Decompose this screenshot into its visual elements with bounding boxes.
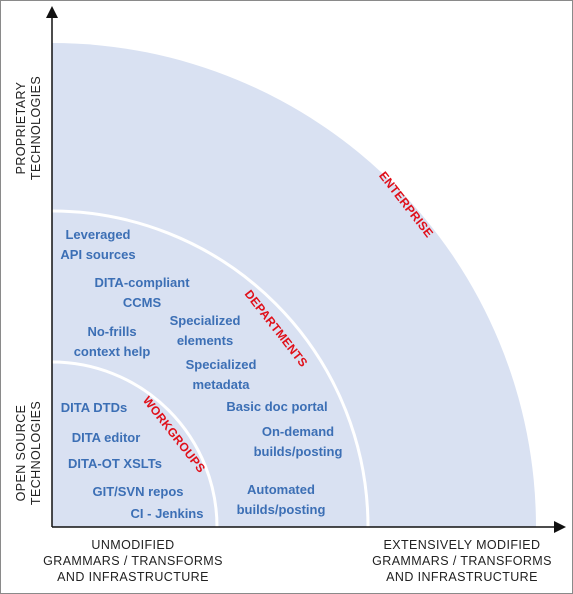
svg-text:CCMS: CCMS xyxy=(123,295,162,310)
enterprise-zone xyxy=(52,43,536,527)
item-ondemand-builds: On-demand builds/posting xyxy=(254,424,343,459)
x-axis-label-left: UNMODIFIED GRAMMARS / TRANSFORMS AND INF… xyxy=(43,538,223,584)
svg-text:API sources: API sources xyxy=(60,247,135,262)
svg-text:Automated: Automated xyxy=(247,482,315,497)
svg-text:Leveraged: Leveraged xyxy=(65,227,130,242)
x-left-line-1: UNMODIFIED xyxy=(91,538,174,552)
y-top-line-2: TECHNOLOGIES xyxy=(29,76,43,180)
svg-text:builds/posting: builds/posting xyxy=(237,502,326,517)
item-ci-jenkins: CI - Jenkins xyxy=(131,506,204,521)
item-automated-builds: Automated builds/posting xyxy=(237,482,326,517)
x-axis-label-right: EXTENSIVELY MODIFIED GRAMMARS / TRANSFOR… xyxy=(372,538,552,584)
y-top-line-1: PROPRIETARY xyxy=(14,81,28,174)
workgroups-ring-line xyxy=(51,360,219,528)
x-right-line-3: AND INFRASTRUCTURE xyxy=(386,570,538,584)
svg-text:Specialized: Specialized xyxy=(170,313,241,328)
item-nofrills-help: No-frills context help xyxy=(74,324,151,359)
item-dita-dtds: DITA DTDs xyxy=(61,400,127,415)
item-dita-editor: DITA editor xyxy=(72,430,141,445)
svg-text:No-frills: No-frills xyxy=(87,324,136,339)
x-left-line-3: AND INFRASTRUCTURE xyxy=(57,570,209,584)
y-bottom-line-2: TECHNOLOGIES xyxy=(29,401,43,505)
svg-text:builds/posting: builds/posting xyxy=(254,444,343,459)
x-right-line-2: GRAMMARS / TRANSFORMS xyxy=(372,554,552,568)
svg-text:Basic doc portal: Basic doc portal xyxy=(226,399,327,414)
y-axis-label-top: PROPRIETARY TECHNOLOGIES xyxy=(14,76,43,180)
svg-text:On-demand: On-demand xyxy=(262,424,334,439)
item-specialized-metadata: Specialized metadata xyxy=(186,357,257,392)
y-bottom-line-1: OPEN SOURCE xyxy=(14,405,28,502)
svg-text:DITA-compliant: DITA-compliant xyxy=(94,275,190,290)
svg-text:metadata: metadata xyxy=(192,377,250,392)
item-dita-ot-xslts: DITA-OT XSLTs xyxy=(68,456,162,471)
item-leveraged-api: Leveraged API sources xyxy=(60,227,135,262)
item-git-svn-repos: GIT/SVN repos xyxy=(92,484,183,499)
svg-text:context help: context help xyxy=(74,344,151,359)
svg-text:Specialized: Specialized xyxy=(186,357,257,372)
svg-text:elements: elements xyxy=(177,333,233,348)
item-specialized-elements: Specialized elements xyxy=(170,313,241,348)
item-basic-doc-portal: Basic doc portal xyxy=(226,399,327,414)
x-right-line-1: EXTENSIVELY MODIFIED xyxy=(384,538,541,552)
y-axis-label-bottom: OPEN SOURCE TECHNOLOGIES xyxy=(14,401,43,505)
x-left-line-2: GRAMMARS / TRANSFORMS xyxy=(43,554,223,568)
departments-ring-line xyxy=(51,209,370,528)
item-dita-ccms: DITA-compliant CCMS xyxy=(94,275,190,310)
